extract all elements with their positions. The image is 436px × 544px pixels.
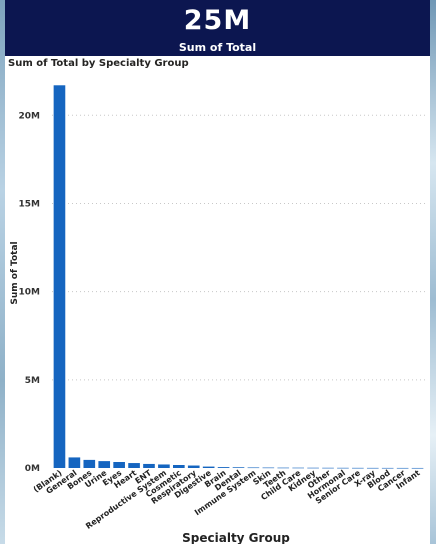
bar-senior-care[interactable]: [352, 467, 364, 469]
bar-cosmetic[interactable]: [173, 465, 185, 468]
bar-bones[interactable]: [83, 459, 96, 468]
bar-chart[interactable]: 0M 5M 10M 15M 20M (Blank)GeneralBonesUrineEy…: [5, 56, 430, 544]
kpi-value: 25M: [183, 5, 252, 36]
bar-infant[interactable]: [411, 467, 424, 469]
bar-teeth[interactable]: [277, 467, 290, 469]
kpi-card[interactable]: 25M Sum of Total: [5, 0, 430, 56]
bar-urine[interactable]: [98, 461, 111, 468]
y-tick-label: 20M: [19, 111, 41, 121]
kpi-label: Sum of Total: [178, 41, 257, 54]
y-tick-label: 15M: [19, 199, 41, 209]
bar-blank[interactable]: [53, 85, 66, 468]
bar-other[interactable]: [322, 467, 334, 469]
bar-blood[interactable]: [381, 467, 394, 469]
bar-dental[interactable]: [232, 467, 245, 468]
bar-cancer[interactable]: [396, 467, 409, 469]
bar-child-care[interactable]: [292, 467, 304, 469]
left-background-strip: [0, 0, 5, 544]
y-axis: 0M 5M 10M 15M 20M: [19, 111, 41, 474]
x-axis: (Blank)GeneralBonesUrineEyesHeartENTRepr…: [32, 468, 422, 531]
bar-reproductive-system[interactable]: [158, 464, 170, 468]
gridlines: [52, 114, 425, 381]
y-axis-title: Sum of Total: [10, 241, 20, 304]
bar-ent[interactable]: [143, 463, 155, 468]
y-tick-label: 5M: [25, 376, 40, 386]
bar-x-ray[interactable]: [366, 467, 379, 469]
bars: [53, 85, 424, 469]
bar-chart-card[interactable]: 0M 5M 10M 15M 20M (Blank) General Bones Urine Ey…: [5, 56, 430, 544]
bar-hormonal[interactable]: [337, 467, 349, 469]
chart-title: Sum of Total by Specialty Group: [8, 58, 189, 69]
bar-brain[interactable]: [217, 467, 230, 468]
bar-kidney[interactable]: [307, 467, 319, 469]
y-tick-label: 10M: [19, 288, 41, 298]
bar-eyes[interactable]: [113, 462, 125, 468]
bar-general[interactable]: [68, 457, 81, 468]
bar-immune-system[interactable]: [247, 467, 260, 469]
bar-respiratory[interactable]: [187, 465, 200, 468]
bar-skin[interactable]: [262, 467, 275, 469]
right-background-strip: [430, 0, 436, 544]
bar-digestive[interactable]: [202, 466, 215, 468]
bar-heart[interactable]: [128, 463, 140, 468]
y-tick-label: 0M: [25, 464, 40, 474]
x-axis-title: Specialty Group: [182, 531, 290, 544]
